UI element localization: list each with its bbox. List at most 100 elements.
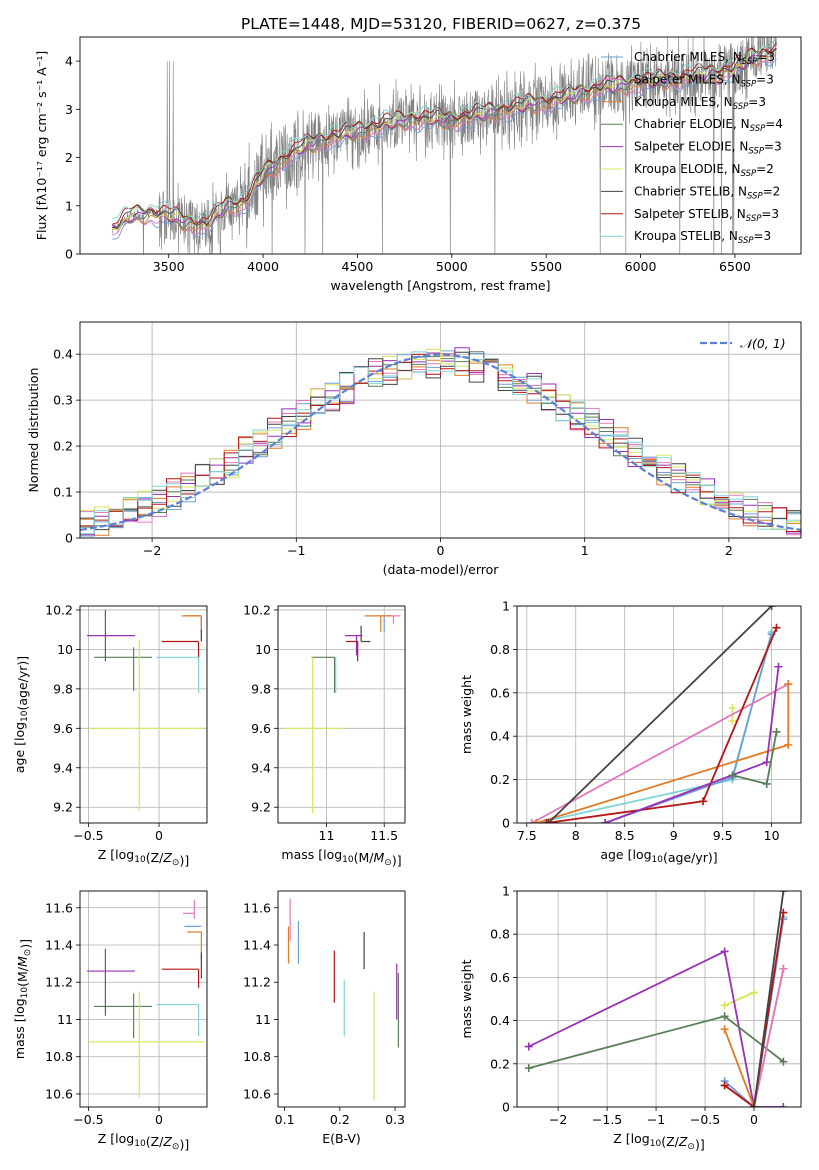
y-tick-label: 9.2 xyxy=(53,800,73,815)
y-axis-label-part: Normed distribution xyxy=(26,368,41,493)
y-tick-label: 0.4 xyxy=(490,729,510,744)
y-tick-label: 9.6 xyxy=(251,721,271,736)
point-salpeter-miles xyxy=(187,615,202,630)
series-marker xyxy=(720,1012,729,1021)
x-tick-label: 0.2 xyxy=(330,1112,350,1127)
series-marker xyxy=(524,1042,533,1051)
legend-suffix: =3 xyxy=(757,50,775,64)
legend-label: Kroupa MILES, NSSP=3 xyxy=(634,95,766,112)
series-marker xyxy=(699,797,708,806)
x-tick-label: 11 xyxy=(319,828,335,843)
point-salpeter-stelib xyxy=(161,640,200,662)
series-marker xyxy=(779,891,788,895)
y-tick-label: 10.8 xyxy=(243,1049,271,1064)
x-tick-label: 1 xyxy=(581,543,589,558)
legend-suffix: =3 xyxy=(748,95,766,109)
legend-text: Chabrier ELODIE, N xyxy=(634,117,750,131)
y-axis-label-sub: 10 xyxy=(20,987,30,999)
point-chabrier-stelib xyxy=(360,625,371,643)
legend-text: Salpeter STELIB, N xyxy=(634,207,746,221)
x-tick-label: 9 xyxy=(670,828,678,843)
y-tick-label: 4 xyxy=(65,54,73,69)
point-kroupa-elodie xyxy=(88,639,205,812)
axes-frame xyxy=(79,890,208,1108)
point-kroupa-stelib xyxy=(156,1003,200,1037)
x-axis-label-part: age [ xyxy=(600,847,632,862)
x-axis-label-part: Z [ xyxy=(613,1131,630,1146)
series-marker xyxy=(527,819,536,823)
series-kroupa-elodie xyxy=(720,988,758,1010)
x-axis-label-part: E(B-V) xyxy=(322,1131,361,1146)
series-line xyxy=(724,991,755,1007)
y-axis-label: mass [log10(M/M⊙)] xyxy=(12,939,33,1059)
y-axis-label-part: mass weight xyxy=(459,675,474,754)
axes-frame xyxy=(516,890,802,1108)
legend-label: Chabrier MILES, NSSP=3 xyxy=(634,50,775,67)
x-axis-label-part: Z [ xyxy=(98,1131,115,1146)
y-tick-label: 9.4 xyxy=(53,760,73,775)
point-salpeter-miles xyxy=(183,900,195,919)
y-tick-label: 0.6 xyxy=(490,970,510,985)
y-axis-label-part: )] xyxy=(18,939,33,949)
legend-suffix: =2 xyxy=(763,184,781,198)
x-axis-label-part: )] xyxy=(179,1137,189,1152)
y-axis-label-part: age [ xyxy=(12,741,27,773)
series-marker xyxy=(762,758,771,767)
y-tick-label: 11.4 xyxy=(45,938,73,953)
model-spectrum-salpeter-stelib xyxy=(111,42,777,225)
series-kroupa-elodie xyxy=(728,703,737,726)
x-tick-label: −0.5 xyxy=(690,1112,720,1127)
x-axis-label-part: log xyxy=(323,847,342,862)
point-chabrier-elodie xyxy=(311,656,336,693)
y-tick-label: 0.6 xyxy=(490,685,510,700)
y-tick-label: 0 xyxy=(65,247,73,262)
x-axis-label-sub: 10 xyxy=(342,855,354,865)
x-axis-label-sub: 10 xyxy=(134,1139,146,1149)
plot-area xyxy=(80,347,801,538)
series-line xyxy=(753,891,785,1107)
plot-area xyxy=(87,900,205,1098)
y-axis-label-sub: ⊙ xyxy=(23,949,33,957)
series-marker xyxy=(779,1057,788,1066)
y-tick-label: 2 xyxy=(65,150,73,165)
x-axis-label-sub: 10 xyxy=(134,855,146,865)
point-kroupa-stelib xyxy=(156,656,200,693)
y-axis-label-part: (M/ xyxy=(15,966,30,987)
y-tick-label: 0.2 xyxy=(53,439,73,454)
x-axis-label-part: log xyxy=(115,1131,134,1146)
plot-area xyxy=(87,609,205,812)
legend-sub: SSP xyxy=(738,236,754,246)
y-axis-label: age [log10(age/yr)] xyxy=(12,656,30,773)
y-tick-label: 9.2 xyxy=(251,800,271,815)
legend-sub: SSP xyxy=(746,214,762,224)
x-axis-label-part: (Z/ xyxy=(146,1134,164,1149)
legend-suffix: =2 xyxy=(756,162,774,176)
y-axis-label-part: mass weight xyxy=(459,959,474,1038)
y-tick-label: 0.3 xyxy=(53,393,73,408)
x-tick-label: 0 xyxy=(155,828,163,843)
legend-suffix: =3 xyxy=(754,229,772,243)
series-marker xyxy=(532,819,541,823)
series-marker xyxy=(772,623,781,632)
series-salpeter-elodie xyxy=(601,662,783,823)
y-tick-label: 1 xyxy=(65,198,73,213)
legend-text: Kroupa MILES, N xyxy=(634,95,733,109)
x-tick-label: 0.3 xyxy=(385,1112,405,1127)
axes-frame xyxy=(79,605,208,824)
series-marker xyxy=(784,680,793,689)
plot-area xyxy=(287,898,399,1100)
series-marker xyxy=(728,703,737,712)
x-axis-label-part: )] xyxy=(695,1137,705,1152)
x-tick-label: 6500 xyxy=(719,259,751,274)
series-chabrier-miles xyxy=(601,630,776,823)
y-tick-label: 0.2 xyxy=(490,1056,510,1071)
y-tick-label: 11 xyxy=(57,1012,73,1027)
series-line xyxy=(753,968,785,1107)
plot-area xyxy=(527,606,793,823)
x-axis-label-part: log xyxy=(632,847,651,862)
point-salpeter-stelib xyxy=(161,968,200,988)
legend-label: Kroupa STELIB, NSSP=3 xyxy=(634,229,771,246)
x-axis-label: age [log10(age/yr)] xyxy=(600,847,717,865)
